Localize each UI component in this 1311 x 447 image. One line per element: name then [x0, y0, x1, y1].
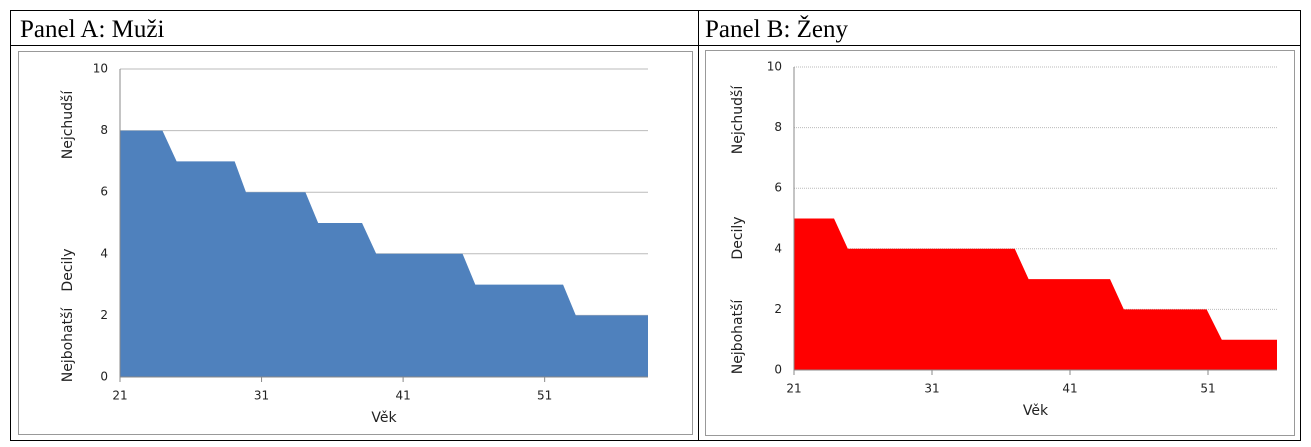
x-axis-label: Věk — [371, 410, 397, 426]
y-tick-label: 8 — [774, 120, 782, 134]
y-axis-label: Nejbohatší — [60, 307, 76, 383]
y-axis-label: Nejbohatší — [730, 299, 746, 375]
area — [120, 130, 648, 377]
y-tick-label: 0 — [100, 370, 108, 384]
x-tick-label: 51 — [537, 389, 552, 403]
y-axis-label: Decily — [730, 216, 746, 259]
table-border — [10, 10, 1301, 441]
x-tick-label: 21 — [112, 389, 127, 403]
x-axis-label: Věk — [1023, 403, 1049, 419]
y-tick-label: 0 — [774, 363, 782, 377]
area — [794, 218, 1277, 370]
y-tick-label: 4 — [774, 241, 782, 255]
x-tick-label: 31 — [254, 389, 269, 403]
y-axis-label: Nejchudší — [730, 85, 746, 155]
x-tick-label: 51 — [1200, 382, 1215, 396]
x-tick-label: 41 — [395, 389, 410, 403]
y-tick-label: 4 — [100, 246, 108, 260]
y-tick-label: 10 — [767, 60, 782, 74]
chart-frame — [705, 50, 1295, 436]
x-tick-label: 41 — [1062, 382, 1077, 396]
y-tick-label: 10 — [93, 62, 108, 76]
y-tick-label: 6 — [774, 181, 782, 195]
y-tick-label: 8 — [100, 123, 108, 137]
y-axis-label: Decily — [60, 248, 76, 291]
panel-title: Panel A: Muži — [20, 16, 164, 43]
y-tick-label: 2 — [774, 302, 782, 316]
x-tick-label: 21 — [786, 382, 801, 396]
y-tick-label: 2 — [100, 308, 108, 322]
y-tick-label: 6 — [100, 185, 108, 199]
panel-title: Panel B: Ženy — [705, 15, 849, 43]
y-axis-label: Nejchudší — [60, 90, 76, 160]
chart-frame — [18, 51, 693, 435]
x-tick-label: 31 — [924, 382, 939, 396]
